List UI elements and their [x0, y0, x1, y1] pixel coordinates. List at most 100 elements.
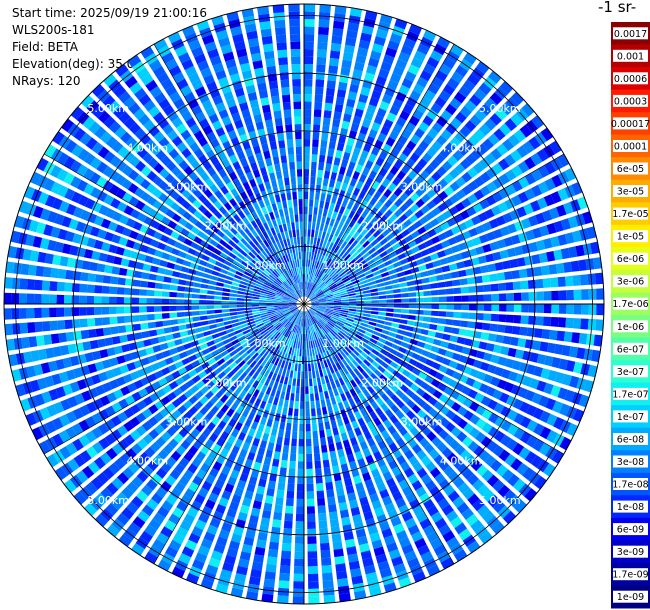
range-gate-cell [331, 126, 339, 135]
range-gate-cell [209, 275, 218, 281]
range-gate-cell [346, 285, 354, 290]
range-gate-cell [141, 484, 153, 497]
range-gate-cell [283, 399, 289, 408]
range-gate-cell [362, 313, 371, 318]
range-gate-cell [329, 365, 335, 374]
range-gate-cell [365, 367, 373, 376]
range-gate-cell [124, 287, 133, 295]
range-gate-cell [327, 436, 334, 445]
range-gate-cell [290, 297, 298, 301]
range-gate-cell [261, 316, 269, 321]
range-gate-cell [377, 365, 386, 374]
range-gate-cell [308, 363, 312, 372]
range-gate-cell [63, 156, 76, 169]
range-gate-cell [216, 536, 228, 547]
range-gate-cell [515, 373, 526, 385]
range-gate-cell [533, 266, 543, 277]
range-gate-cell [129, 81, 143, 95]
range-gate-cell [307, 290, 311, 298]
range-gate-cell [260, 312, 268, 316]
range-gate-cell [328, 374, 334, 383]
range-gate-cell [109, 286, 118, 295]
range-gate-cell [167, 129, 179, 141]
range-gate-cell [398, 504, 410, 515]
range-gate-cell [202, 160, 213, 171]
range-gate-cell [289, 161, 295, 170]
range-gate-cell [274, 163, 281, 172]
range-gate-cell [378, 224, 387, 233]
range-gate-cell [500, 226, 510, 237]
range-gate-cell [272, 4, 285, 14]
range-gate-cell [225, 164, 234, 175]
range-gate-cell [338, 377, 345, 386]
colorbar-label-bg [613, 523, 648, 536]
range-gate-cell [218, 133, 229, 144]
range-gate-cell [318, 338, 323, 346]
range-gate-cell [480, 265, 489, 274]
range-gate-cell [40, 208, 51, 221]
elevation-label: Elevation(deg): 35.00 [12, 57, 142, 71]
range-gate-cell [159, 168, 170, 179]
range-gate-cell [320, 542, 330, 551]
range-gate-cell [275, 443, 282, 453]
range-gate-cell [84, 352, 94, 363]
range-gate-cell [354, 288, 363, 293]
range-gate-cell [456, 502, 470, 515]
range-gate-cell [105, 503, 119, 516]
range-gate-cell [393, 420, 404, 430]
range-gate-cell [293, 566, 304, 574]
range-gate-cell [270, 235, 276, 244]
range-gate-cell [344, 446, 353, 456]
range-gate-cell [154, 306, 162, 312]
range-gate-cell [318, 280, 324, 288]
range-gate-cell [411, 480, 423, 491]
range-gate-cell [391, 322, 400, 328]
range-gate-cell [248, 386, 256, 395]
range-gate-cell [453, 91, 467, 104]
range-gate-cell [479, 234, 489, 244]
range-gate-cell [347, 430, 356, 439]
range-gate-cell [336, 142, 345, 152]
range-gate-cell [236, 94, 247, 105]
range-gate-cell [229, 301, 237, 304]
range-gate-cell [188, 334, 197, 342]
range-gate-cell [480, 332, 490, 341]
range-gate-cell [218, 168, 228, 179]
range-gate-cell [175, 445, 186, 456]
range-gate-cell [330, 396, 337, 405]
range-gate-cell [455, 363, 465, 372]
range-gate-cell [313, 315, 319, 322]
range-gate-cell [477, 212, 488, 223]
range-gate-cell [293, 317, 298, 324]
range-gate-cell [267, 310, 275, 314]
range-gate-cell [192, 188, 202, 198]
range-gate-cell [483, 373, 494, 384]
colorbar-label-bg [613, 455, 648, 468]
range-gate-cell [95, 492, 108, 506]
range-gate-cell [117, 277, 126, 286]
range-gate-cell [86, 401, 97, 413]
range-gate-cell [323, 467, 331, 476]
range-gate-cell [371, 90, 382, 100]
range-gate-cell [500, 434, 512, 447]
range-gate-cell [370, 427, 379, 437]
range-gate-cell [328, 320, 336, 326]
range-gate-cell [352, 444, 361, 454]
range-gate-cell [77, 194, 89, 207]
range-gate-cell [531, 115, 545, 129]
range-gate-cell [281, 550, 291, 559]
range-gate-cell [79, 318, 88, 328]
range-gate-cell [311, 305, 319, 307]
range-gate-cell [408, 373, 418, 382]
range-gate-cell [353, 285, 362, 290]
range-gate-cell [282, 407, 288, 416]
range-gate-cell [259, 308, 267, 311]
range-gate-cell [343, 277, 351, 283]
range-gate-cell [234, 377, 243, 386]
range-gate-cell [499, 392, 510, 404]
range-gate-cell [155, 436, 167, 448]
range-gate-cell [322, 459, 330, 468]
range-gate-cell [348, 161, 356, 171]
range-gate-cell [479, 450, 491, 462]
range-gate-cell [113, 256, 123, 265]
